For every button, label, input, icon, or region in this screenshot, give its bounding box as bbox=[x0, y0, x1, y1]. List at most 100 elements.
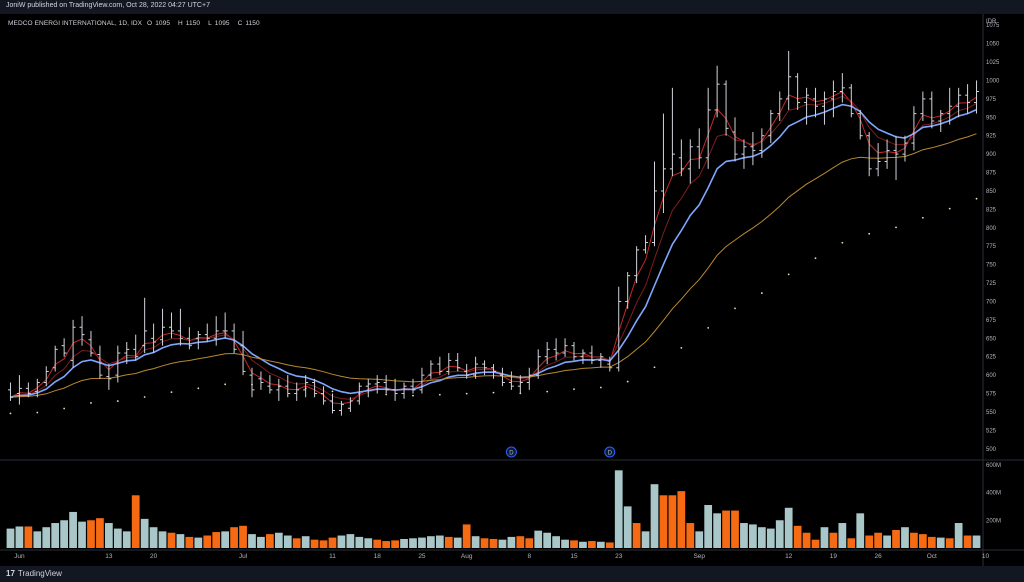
time-tick-label: 23 bbox=[615, 553, 623, 560]
volume-bar bbox=[740, 523, 748, 548]
ma-long-dot bbox=[868, 232, 871, 235]
ohlc-bar bbox=[285, 375, 291, 398]
price-axis-unit: IDR bbox=[986, 19, 997, 25]
ohlc-bar bbox=[723, 80, 729, 136]
price-tick-label: 900 bbox=[986, 152, 997, 158]
time-tick-label: Aug bbox=[461, 553, 473, 560]
ohlc-bar bbox=[777, 91, 783, 121]
ma-long-dot bbox=[653, 366, 656, 369]
ma-long-dot bbox=[143, 396, 146, 398]
volume-bar bbox=[33, 531, 42, 548]
volume-bar bbox=[596, 541, 605, 548]
volume-bar bbox=[927, 536, 936, 548]
volume-bar bbox=[605, 542, 614, 548]
time-tick-label: 20 bbox=[150, 553, 158, 560]
ohlc-bar bbox=[517, 375, 523, 394]
volume-bar bbox=[918, 534, 927, 548]
time-tick-label: 26 bbox=[875, 553, 883, 560]
price-tick-label: 675 bbox=[986, 318, 997, 324]
volume-bar bbox=[623, 506, 632, 548]
ma-long-dot bbox=[921, 216, 924, 219]
volume-bar bbox=[453, 537, 462, 548]
volume-bar bbox=[480, 538, 489, 548]
ohlc-bar bbox=[598, 353, 604, 368]
volume-bar bbox=[534, 530, 543, 548]
ohlc-bar bbox=[213, 316, 219, 346]
volume-bar bbox=[87, 520, 95, 548]
ma-long-dot bbox=[90, 402, 92, 404]
ma-long-dot bbox=[492, 391, 495, 394]
dividend-marker-icon[interactable]: D bbox=[604, 446, 616, 458]
volume-bar bbox=[543, 532, 552, 548]
volume-bar bbox=[588, 541, 596, 548]
price-tick-label: 800 bbox=[986, 226, 997, 232]
volume-bar bbox=[337, 535, 346, 548]
volume-bar bbox=[185, 536, 194, 548]
time-tick-label: Jul bbox=[239, 553, 248, 560]
volume-bar bbox=[668, 495, 677, 548]
ma-long-dot bbox=[760, 292, 763, 294]
ohlc-bar bbox=[115, 345, 121, 383]
price-tick-label: 550 bbox=[986, 410, 997, 416]
ma-long-dot bbox=[224, 383, 227, 386]
volume-bar bbox=[749, 524, 757, 548]
ohlc-bar bbox=[634, 246, 640, 284]
volume-bar bbox=[301, 536, 310, 548]
ohlc-bar bbox=[222, 312, 228, 339]
ohlc-bar bbox=[947, 87, 953, 125]
ohlc-bar bbox=[795, 73, 801, 110]
volume-bar bbox=[641, 531, 650, 548]
volume-bar bbox=[498, 539, 507, 548]
ohlc-bar bbox=[652, 161, 658, 247]
volume-bar bbox=[24, 526, 33, 548]
volume-bar bbox=[60, 520, 69, 548]
tradingview-logo[interactable]: 17 TradingView bbox=[6, 569, 62, 578]
volume-bar bbox=[632, 523, 641, 548]
ohlc-bar bbox=[535, 349, 541, 379]
ohlc-bar bbox=[902, 135, 908, 162]
tradingview-brand-text: TradingView bbox=[17, 569, 62, 578]
price-tick-label: 700 bbox=[986, 299, 997, 305]
volume-bar bbox=[954, 523, 963, 548]
ohlc-bar bbox=[106, 364, 112, 390]
ohlc-bar bbox=[839, 73, 845, 103]
ohlc-bar bbox=[956, 87, 962, 118]
price-tick-label: 925 bbox=[986, 134, 997, 140]
volume-bar bbox=[355, 536, 364, 548]
volume-bar bbox=[695, 531, 704, 548]
ma-gold-line bbox=[10, 133, 977, 398]
ohlc-open: O 1095 bbox=[147, 20, 171, 27]
ohlc-bar bbox=[491, 364, 496, 379]
ohlc-bar bbox=[857, 109, 863, 140]
dividend-marker-circle bbox=[604, 446, 616, 458]
ohlc-bar bbox=[643, 235, 649, 254]
ohlc-bar bbox=[97, 345, 103, 379]
ohlc-bar bbox=[383, 375, 389, 394]
ma-long-dot bbox=[787, 273, 790, 276]
volume-bar bbox=[892, 529, 900, 548]
volume-bar bbox=[131, 495, 140, 548]
ohlc-bar bbox=[401, 382, 407, 399]
volume-bar bbox=[945, 538, 954, 548]
time-tick-label: 8 bbox=[527, 553, 531, 560]
ohlc-bar bbox=[482, 360, 488, 376]
ohlc-bar bbox=[410, 378, 416, 394]
volume-bar bbox=[319, 540, 328, 548]
ohlc-high: H 1150 bbox=[177, 20, 201, 27]
ma-long-dot bbox=[546, 390, 549, 393]
price-tick-label: 875 bbox=[986, 171, 997, 177]
time-tick-label: 15 bbox=[570, 553, 578, 560]
ohlc-bar bbox=[43, 366, 49, 387]
volume-bar bbox=[614, 470, 623, 548]
ohlc-bar bbox=[267, 375, 273, 394]
volume-bar bbox=[292, 538, 301, 548]
volume-bar bbox=[462, 524, 471, 548]
dividend-marker-icon[interactable]: D bbox=[505, 446, 517, 458]
ohlc-bar bbox=[142, 297, 148, 354]
ohlc-bar bbox=[848, 84, 854, 118]
ohlc-bar bbox=[25, 382, 31, 398]
dividend-marker-label: D bbox=[608, 451, 613, 457]
footer-bar: 17 TradingView bbox=[0, 566, 1024, 582]
